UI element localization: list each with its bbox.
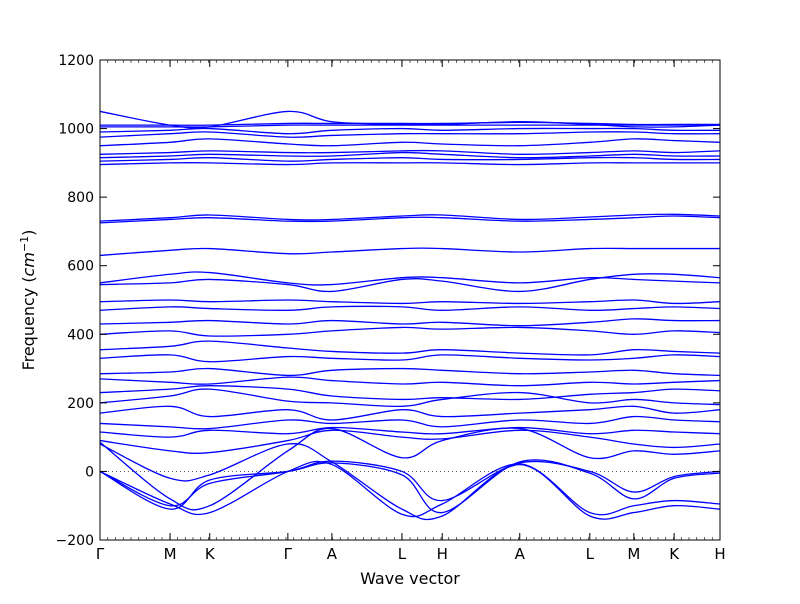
band-line-8 xyxy=(99,415,721,430)
band-line-27 xyxy=(99,151,721,159)
y-axis-label-exponent: −1 xyxy=(18,236,31,252)
kpoint-label-1: Γ xyxy=(96,545,105,563)
band-line-10 xyxy=(99,388,721,408)
band-line-33 xyxy=(100,121,720,126)
band-line-11 xyxy=(99,385,721,401)
band-line-26 xyxy=(99,156,721,162)
y-axis-label-main: Frequency ( xyxy=(19,276,38,370)
y-tick-label: 200 xyxy=(67,396,94,412)
band-line-9 xyxy=(99,405,721,421)
kpoint-label-8: A xyxy=(515,545,526,563)
kpoint-label-7: H xyxy=(437,545,448,563)
kpoint-label-4: Γ xyxy=(284,545,293,563)
y-tick-label: 800 xyxy=(67,190,94,206)
band-line-19 xyxy=(99,299,721,305)
plot-frame xyxy=(99,59,721,541)
band-line-16 xyxy=(99,326,721,337)
kpoint-label-5: A xyxy=(327,545,338,563)
band-line-34 xyxy=(99,110,721,129)
y-tick-label: 1000 xyxy=(58,122,94,138)
series-layer xyxy=(99,110,721,521)
band-line-15 xyxy=(99,340,721,356)
band-line-21 xyxy=(99,271,721,286)
band-line-3 xyxy=(99,460,721,518)
y-axis-label: Frequency (cm−1) xyxy=(18,230,39,371)
band-line-6 xyxy=(99,429,721,454)
band-line-20 xyxy=(99,273,721,293)
band-line-23 xyxy=(99,215,721,224)
kpoint-label-11: K xyxy=(669,545,680,563)
band-line-5 xyxy=(99,427,721,511)
y-axis-label-close: ) xyxy=(19,230,38,236)
band-line-12 xyxy=(99,376,721,387)
kpoint-label-2: M xyxy=(164,545,177,563)
band-line-14 xyxy=(99,354,721,363)
band-line-7 xyxy=(99,426,721,438)
band-line-24 xyxy=(99,213,721,222)
band-line-22 xyxy=(99,247,720,257)
y-tick-label: −200 xyxy=(56,533,94,549)
band-line-30 xyxy=(99,131,721,138)
x-axis-label: Wave vector xyxy=(360,569,460,588)
band-line-13 xyxy=(99,367,721,377)
band-line-1 xyxy=(99,460,721,507)
y-tick-labels: −200 0 200 400 600 800 1000 1200 xyxy=(56,53,94,549)
kpoint-label-3: K xyxy=(205,545,216,563)
kpoint-label-9: L xyxy=(586,545,595,563)
band-line-25 xyxy=(99,161,720,166)
kpoint-label-10: M xyxy=(627,545,640,563)
y-tick-label: 400 xyxy=(67,327,94,343)
band-line-29 xyxy=(99,138,721,147)
kpoint-label-6: L xyxy=(398,545,407,563)
band-line-18 xyxy=(99,305,721,311)
y-axis-label-unit: cm xyxy=(19,252,38,276)
y-tick-label: 0 xyxy=(85,464,94,480)
band-line-4 xyxy=(99,443,721,521)
band-line-31 xyxy=(99,127,721,135)
y-tick-label: 600 xyxy=(67,259,94,275)
kpoint-label-12: H xyxy=(714,545,725,563)
y-tick-label: 1200 xyxy=(58,53,94,69)
band-line-2 xyxy=(99,459,721,514)
band-line-28 xyxy=(99,149,721,155)
band-line-17 xyxy=(99,318,721,327)
